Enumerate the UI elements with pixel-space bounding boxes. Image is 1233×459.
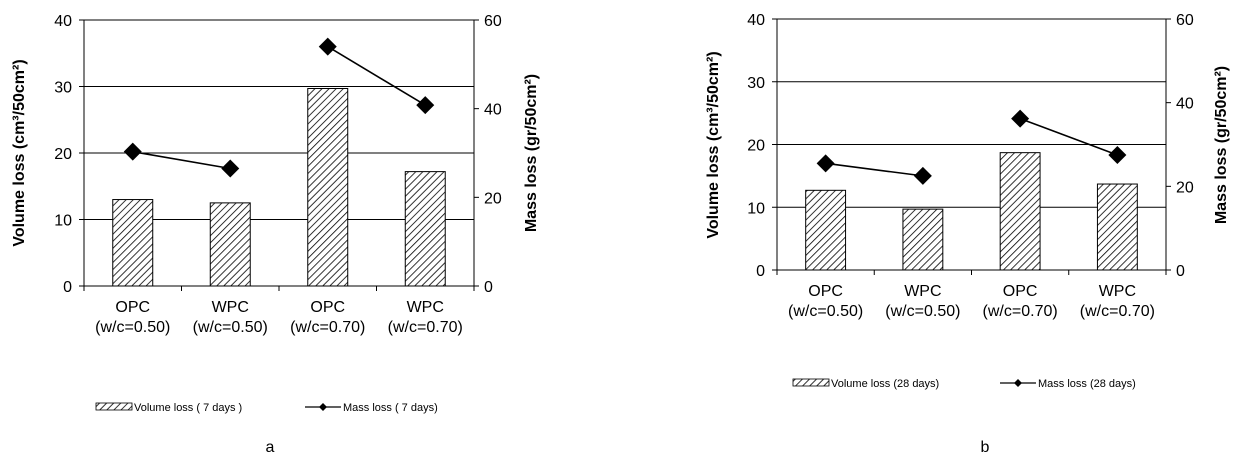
- y-axis-title: Volume loss (cm³/50cm²): [705, 51, 722, 238]
- x-tick-label: WPC (w/c=0.50): [885, 283, 960, 320]
- x-tick-label-line2: (w/c=0.50): [788, 303, 863, 320]
- x-tick-label: OPC (w/c=0.50): [95, 299, 170, 336]
- y2-tick-label: 40: [484, 102, 502, 119]
- legend-swatch-bar: [792, 378, 830, 387]
- x-tick-label-line2: (w/c=0.70): [983, 303, 1058, 320]
- chart-a: 0 10 20 30 40 0 20 40 60 OPC (w/c=0.50) WPC (w/c=0.5…: [11, 13, 540, 456]
- y2-tick-label: 60: [1176, 12, 1194, 29]
- x-tick-label: OPC (w/c=0.50): [788, 283, 863, 320]
- legend-label-bar: Volume loss (28 days): [831, 378, 939, 390]
- y2-tick-label: 20: [1176, 179, 1194, 196]
- legend-swatch-marker: [1014, 379, 1022, 387]
- x-tick-label-line1: OPC: [310, 299, 345, 316]
- bar: [307, 87, 349, 287]
- x-tick-label-line2: (w/c=0.50): [95, 319, 170, 336]
- y2-tick-label: 60: [484, 13, 502, 30]
- legend-label-line: Mass loss (28 days): [1038, 378, 1136, 390]
- line-point-marker: [318, 37, 337, 56]
- bar: [404, 171, 446, 287]
- y-tick-label: 30: [54, 80, 72, 97]
- bar: [209, 202, 251, 287]
- y-tick-label: 10: [747, 200, 765, 217]
- legend-label-bar: Volume loss ( 7 days ): [134, 402, 242, 414]
- line-point-marker: [416, 96, 435, 115]
- bar: [999, 152, 1041, 271]
- x-tick-label-line2: (w/c=0.50): [885, 303, 960, 320]
- x-tick-label-line2: (w/c=0.50): [193, 319, 268, 336]
- y-tick-label: 0: [756, 263, 765, 280]
- bar: [805, 189, 847, 271]
- x-tick-label-line2: (w/c=0.70): [1080, 303, 1155, 320]
- x-tick-label: OPC (w/c=0.70): [983, 283, 1058, 320]
- x-tick-label-line1: WPC: [407, 299, 444, 316]
- y2-axis-title: Mass loss (gr/50cm²): [523, 74, 540, 232]
- x-tick-label: WPC (w/c=0.70): [1080, 283, 1155, 320]
- panel-label: b: [981, 439, 990, 456]
- y2-tick-label: 20: [484, 190, 502, 207]
- y2-axis-title: Mass loss (gr/50cm²): [1213, 66, 1230, 224]
- line-point-marker: [1108, 145, 1127, 164]
- y-tick-label: 20: [54, 146, 72, 163]
- x-tick-label-line1: WPC: [904, 283, 941, 300]
- legend-swatch-marker: [319, 403, 327, 411]
- legend-swatch-bar: [95, 402, 133, 411]
- series-line-segment: [327, 45, 426, 106]
- x-tick-label-line2: (w/c=0.70): [388, 319, 463, 336]
- x-tick-label-line2: (w/c=0.70): [290, 319, 365, 336]
- x-tick-label-line1: OPC: [1003, 283, 1038, 300]
- bar: [112, 199, 154, 287]
- legend-label-line: Mass loss ( 7 days): [343, 402, 438, 414]
- x-tick-label-line1: OPC: [115, 299, 150, 316]
- line-point-marker: [816, 154, 835, 173]
- series-line-segment: [132, 150, 231, 170]
- bar: [1096, 183, 1138, 271]
- y-tick-label: 10: [54, 213, 72, 230]
- y-tick-label: 30: [747, 75, 765, 92]
- series-line-segment: [825, 162, 923, 177]
- line-point-marker: [913, 166, 932, 185]
- y-tick-label: 40: [54, 13, 72, 30]
- line-point-marker: [123, 142, 142, 161]
- y-axis-title: Volume loss (cm³/50cm²): [11, 59, 28, 246]
- panel-label: a: [266, 439, 275, 456]
- bar: [902, 208, 944, 271]
- y2-tick-label: 0: [484, 279, 493, 296]
- chart-b: 0 10 20 30 40 0 20 40 60 OPC (w/c=0.50) WPC (w/c=0.5…: [705, 12, 1230, 456]
- y-tick-label: 0: [63, 279, 72, 296]
- y2-tick-label: 40: [1176, 96, 1194, 113]
- x-tick-label: OPC (w/c=0.70): [290, 299, 365, 336]
- series-line-segment: [1019, 117, 1118, 156]
- y-tick-label: 40: [747, 12, 765, 29]
- y2-tick-label: 0: [1176, 263, 1185, 280]
- x-tick-label-line1: OPC: [808, 283, 843, 300]
- y-tick-label: 20: [747, 138, 765, 155]
- x-tick-label: WPC (w/c=0.70): [388, 299, 463, 336]
- line-point-marker: [221, 159, 240, 178]
- x-tick-label: WPC (w/c=0.50): [193, 299, 268, 336]
- x-tick-label-line1: WPC: [212, 299, 249, 316]
- x-tick-label-line1: WPC: [1099, 283, 1136, 300]
- line-point-marker: [1011, 109, 1030, 128]
